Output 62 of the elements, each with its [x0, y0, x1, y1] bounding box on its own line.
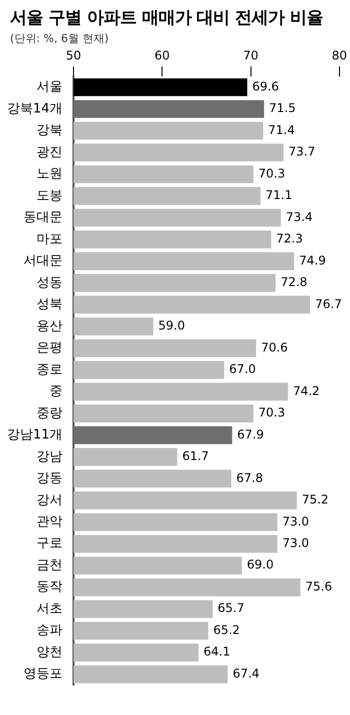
data-label: 65.2: [213, 622, 240, 637]
data-label: 65.7: [218, 601, 244, 616]
data-label: 71.1: [266, 188, 292, 202]
data-label: 73.4: [286, 210, 313, 224]
y-tick-label: 양천: [36, 644, 63, 660]
x-tick-label: 70: [243, 48, 258, 62]
y-tick-label: 서초: [36, 601, 63, 616]
y-tick-label: 노원: [36, 166, 63, 182]
data-label: 72.8: [280, 275, 308, 290]
data-label: 67.4: [232, 666, 260, 680]
y-tick-label: 중랑: [36, 406, 63, 421]
data-label: 73.0: [282, 514, 310, 528]
data-label: 59.0: [158, 318, 186, 333]
data-label: 76.7: [315, 296, 342, 311]
data-label: 67.0: [229, 362, 256, 376]
y-tick-label: 강북: [36, 123, 63, 138]
y-tick-label: 강남: [36, 449, 63, 464]
chart-title: 서울 구별 아파트 매매가 대비 전세가 비율: [10, 7, 324, 29]
y-tick-label: 영등포: [24, 666, 63, 682]
data-label: 72.3: [276, 232, 303, 246]
y-tick-label: 중: [50, 384, 63, 400]
y-tick-label: 강서: [36, 492, 63, 508]
data-label: 71.4: [268, 122, 295, 137]
chart-subtitle: (단위: %, 6월 현재): [10, 31, 110, 46]
y-tick-label: 강남11개: [6, 428, 63, 443]
y-tick-label: 성북: [36, 297, 63, 312]
data-label: 64.1: [203, 644, 230, 659]
data-label: 70.3: [258, 166, 286, 180]
y-tick-label: 서대문: [24, 254, 63, 269]
y-tick-label: 도봉: [36, 188, 63, 204]
y-tick-label: 마포: [36, 232, 63, 247]
data-label: 70.3: [258, 406, 286, 420]
y-tick-label: 구로: [36, 536, 63, 552]
data-label: 69.6: [252, 79, 279, 94]
data-label: 67.9: [237, 427, 264, 442]
x-tick-label: 80: [332, 48, 348, 62]
y-tick-label: 송파: [36, 623, 63, 638]
y-tick-label: 동대문: [24, 210, 63, 226]
data-label: 73.7: [288, 144, 316, 159]
data-label: 75.6: [305, 579, 332, 594]
data-label: 74.2: [292, 384, 320, 398]
data-label: 73.0: [282, 536, 310, 550]
y-tick-label: 용산: [36, 318, 63, 334]
y-tick-label: 동작: [36, 580, 63, 595]
data-label: 71.5: [269, 101, 296, 116]
data-label: 69.0: [246, 558, 274, 572]
y-tick-label: 강동: [36, 471, 63, 486]
data-label: 74.9: [299, 253, 326, 268]
data-label: 75.2: [302, 492, 329, 507]
y-tick-label: 관악: [36, 514, 63, 530]
y-tick-label: 금천: [36, 558, 63, 573]
y-tick-label: 서울: [36, 80, 63, 95]
data-label: 67.8: [236, 470, 263, 485]
data-label: 70.6: [261, 340, 288, 354]
y-tick-label: 강북14개: [6, 101, 63, 116]
x-tick-label: 50: [66, 48, 82, 62]
y-tick-label: 종로: [36, 362, 63, 378]
x-tick-label: 60: [154, 48, 170, 62]
y-tick-label: 광진: [36, 144, 63, 160]
y-tick-label: 은평: [36, 340, 63, 356]
data-label: 61.7: [182, 449, 209, 464]
y-tick-label: 성동: [36, 275, 63, 290]
